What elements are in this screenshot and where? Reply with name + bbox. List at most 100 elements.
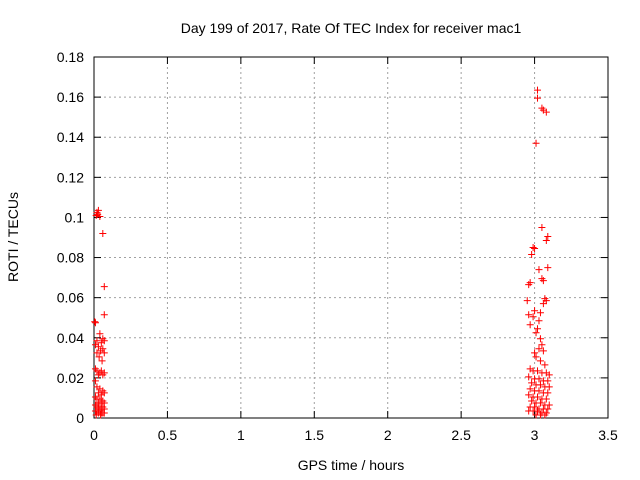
- x-tick-label: 1.5: [305, 427, 325, 443]
- y-tick-label: 0.16: [57, 89, 84, 105]
- data-point: [538, 223, 546, 231]
- y-tick-label: 0.04: [57, 330, 84, 346]
- data-point: [95, 353, 103, 361]
- data-point: [536, 309, 544, 317]
- data-point: [545, 371, 553, 379]
- data-point: [536, 399, 544, 407]
- data-point: [96, 330, 104, 338]
- data-point: [523, 297, 531, 305]
- data-point: [535, 266, 543, 274]
- y-tick-label: 0.08: [57, 250, 84, 266]
- x-tick-label: 0: [90, 427, 98, 443]
- data-point: [528, 379, 536, 387]
- data-point: [100, 409, 108, 417]
- data-point: [531, 245, 539, 253]
- data-point: [538, 341, 546, 349]
- chart-title: Day 199 of 2017, Rate Of TEC Index for r…: [181, 20, 522, 36]
- data-point: [92, 211, 100, 219]
- y-tick-label: 0.02: [57, 370, 84, 386]
- y-tick-label: 0.18: [57, 49, 84, 65]
- data-point: [542, 108, 550, 116]
- data-point: [526, 385, 534, 393]
- y-tick-label: 0.06: [57, 290, 84, 306]
- data-point: [532, 329, 540, 337]
- data-point: [535, 387, 543, 395]
- data-point: [539, 300, 547, 308]
- data-point: [526, 321, 534, 329]
- data-point: [98, 357, 106, 365]
- data-point: [525, 373, 533, 381]
- data-point: [544, 232, 552, 240]
- data-point: [91, 319, 99, 327]
- data-point: [97, 339, 105, 347]
- data-point: [100, 349, 108, 357]
- data-point: [528, 251, 536, 259]
- data-point: [525, 391, 533, 399]
- data-point: [534, 407, 542, 415]
- y-axis-label: ROTI / TECUs: [5, 192, 21, 282]
- y-tick-label: 0: [76, 410, 84, 426]
- data-points: [91, 86, 553, 419]
- data-point: [535, 375, 543, 383]
- data-point: [535, 345, 543, 353]
- data-point: [531, 307, 539, 315]
- data-point: [99, 371, 107, 379]
- data-point: [544, 377, 552, 385]
- axis-ticks: [93, 56, 609, 419]
- data-point: [534, 367, 542, 375]
- y-tick-label: 0.14: [57, 129, 84, 145]
- data-point: [544, 264, 552, 272]
- x-tick-label: 3: [531, 427, 539, 443]
- y-tick-label: 0.12: [57, 169, 84, 185]
- data-point: [531, 349, 539, 357]
- data-point: [536, 335, 544, 343]
- data-point: [100, 283, 108, 291]
- x-tick-label: 2: [384, 427, 392, 443]
- data-point: [91, 377, 99, 385]
- data-point: [529, 313, 537, 321]
- data-point: [532, 139, 540, 147]
- grid-lines: [94, 57, 608, 418]
- data-point: [542, 395, 550, 403]
- data-point: [544, 405, 552, 413]
- data-point: [97, 391, 105, 399]
- data-point: [99, 229, 107, 237]
- data-point: [536, 357, 544, 365]
- plot-area-border: [93, 56, 609, 419]
- data-point: [539, 347, 547, 355]
- data-point: [97, 347, 105, 355]
- x-tick-label: 0.5: [158, 427, 178, 443]
- data-point: [531, 403, 539, 411]
- data-point: [542, 237, 550, 245]
- data-point: [529, 244, 537, 252]
- data-point: [535, 317, 543, 325]
- data-point: [532, 353, 540, 361]
- data-point: [94, 210, 102, 218]
- x-tick-label: 3.5: [598, 427, 618, 443]
- data-point: [541, 411, 549, 419]
- data-point: [97, 411, 105, 419]
- x-tick-label: 1: [237, 427, 245, 443]
- data-point: [539, 277, 547, 285]
- y-tick-label: 0.1: [65, 209, 85, 225]
- x-axis-label: GPS time / hours: [298, 457, 405, 473]
- data-point: [545, 383, 553, 391]
- data-point: [534, 393, 542, 401]
- data-point: [541, 361, 549, 369]
- data-point: [100, 311, 108, 319]
- data-point: [534, 325, 542, 333]
- data-point: [534, 94, 542, 102]
- data-point: [525, 311, 533, 319]
- data-point: [93, 337, 101, 345]
- data-point: [542, 297, 550, 305]
- data-point: [528, 397, 536, 405]
- x-tick-label: 2.5: [451, 427, 471, 443]
- data-point: [526, 279, 534, 287]
- data-point: [91, 318, 99, 326]
- data-point: [544, 389, 552, 397]
- data-point: [93, 349, 101, 357]
- data-point: [536, 381, 544, 389]
- data-point: [94, 343, 102, 351]
- data-point: [534, 86, 542, 94]
- data-point: [94, 206, 102, 214]
